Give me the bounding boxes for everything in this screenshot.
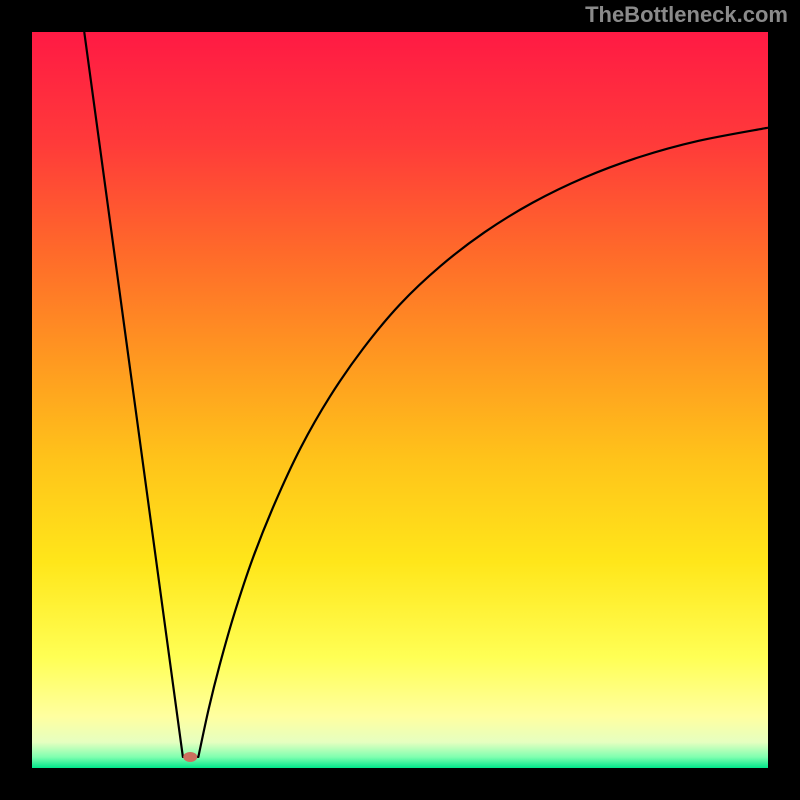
dip-marker (183, 752, 197, 762)
chart-svg (0, 0, 800, 800)
watermark-text: TheBottleneck.com (585, 2, 788, 28)
chart-container: TheBottleneck.com (0, 0, 800, 800)
plot-background (32, 32, 768, 768)
